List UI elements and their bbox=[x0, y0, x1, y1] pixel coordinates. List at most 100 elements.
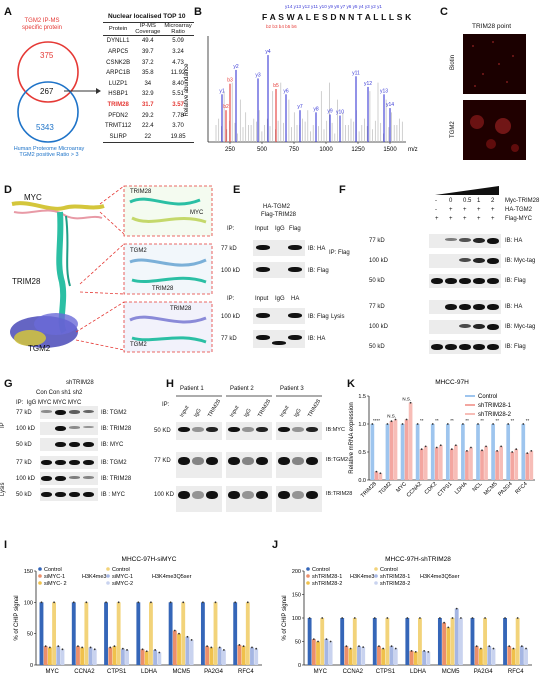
panel-d-label: D bbox=[4, 184, 12, 196]
y-ion-labels: y14 y13 y12 y11 y10 y9 y8 y7 y6 y5 y4 y3… bbox=[285, 4, 382, 9]
bar-point bbox=[234, 601, 237, 604]
g-band bbox=[83, 410, 94, 414]
legend-label: shTRIM28-2 bbox=[380, 581, 410, 587]
bar bbox=[136, 602, 141, 665]
bar-point bbox=[475, 645, 478, 648]
bar-point bbox=[89, 646, 92, 649]
bar bbox=[352, 618, 357, 665]
bar bbox=[357, 646, 361, 665]
g-band bbox=[69, 476, 80, 479]
panel-h-label: H bbox=[166, 378, 174, 390]
bar-point bbox=[158, 651, 161, 654]
bar bbox=[361, 647, 366, 665]
legend-marker bbox=[374, 567, 378, 571]
bar-point bbox=[182, 601, 185, 604]
f-ib: IB: Flag bbox=[505, 278, 526, 284]
h-head: Patient 1 Input IgG TRIM28 Patient 2 Input IgG… bbox=[150, 372, 345, 422]
g-band bbox=[55, 426, 66, 431]
bar-point bbox=[500, 445, 503, 448]
bar-point bbox=[496, 449, 499, 452]
x-tick-label: CCNA2 bbox=[406, 481, 423, 498]
significance-mark: ** bbox=[511, 418, 515, 423]
table-row: ARPC1B 35.8 11.92 bbox=[103, 68, 194, 79]
g-mw: 50 kD bbox=[16, 492, 32, 498]
bar-point bbox=[105, 601, 107, 604]
legend-marker bbox=[38, 581, 42, 585]
cell-coverage: 22 bbox=[133, 131, 163, 144]
g-sub: Con Con sh1 sh2 bbox=[36, 390, 83, 396]
bar bbox=[157, 652, 162, 665]
panel-b: B y14 y13 y12 y11 y10 y9 y8 y7 y6 y5 y4 … bbox=[180, 0, 420, 165]
bar bbox=[172, 630, 177, 665]
bar-point bbox=[462, 423, 464, 425]
e-blot2 bbox=[253, 262, 305, 278]
ion-peak-label: y11 bbox=[352, 70, 360, 76]
h-lane-label: TRIM28 bbox=[307, 398, 323, 419]
bar bbox=[348, 648, 353, 665]
cell-protein: DYNLL1 bbox=[106, 38, 130, 45]
bar-point bbox=[206, 645, 209, 648]
bar-point bbox=[507, 423, 510, 425]
bar bbox=[217, 647, 222, 665]
g-band bbox=[41, 410, 52, 413]
significance-mark: **** bbox=[373, 418, 380, 423]
h-band bbox=[228, 457, 240, 465]
h-band bbox=[228, 491, 240, 499]
bar bbox=[370, 424, 375, 480]
cell-protein: CSNK2B bbox=[106, 59, 131, 66]
condition-value: + bbox=[491, 216, 495, 222]
e-ib1: IB: HA bbox=[308, 246, 326, 252]
x-tick-label: 1250 bbox=[351, 147, 365, 153]
bar-point bbox=[525, 647, 527, 650]
bar-point bbox=[190, 639, 193, 641]
legend-marker bbox=[306, 567, 310, 571]
panel-a-label: A bbox=[4, 6, 12, 18]
g-blot bbox=[40, 472, 98, 485]
bar bbox=[328, 641, 333, 665]
f-band bbox=[459, 258, 471, 263]
bar-point bbox=[488, 645, 491, 648]
e-head1: HA-TGM2 bbox=[263, 204, 290, 210]
chart-title: MHCC-97H-siMYC bbox=[122, 556, 177, 563]
bar bbox=[521, 424, 526, 480]
x-tick-label: CCNA2 bbox=[74, 669, 95, 675]
bar bbox=[400, 424, 405, 480]
bar-point bbox=[214, 601, 217, 604]
f-band bbox=[459, 324, 471, 329]
bar bbox=[524, 648, 528, 665]
bar bbox=[495, 450, 499, 480]
condition-value: + bbox=[435, 216, 439, 222]
h-blot bbox=[176, 486, 222, 512]
g-band bbox=[83, 476, 94, 479]
peptide-sequence: F A S W A L E S D N N T A L L L S K bbox=[262, 12, 412, 22]
cell-coverage: 31.7 bbox=[141, 102, 154, 109]
table-row: TRIM28 31.7 3.57 bbox=[103, 100, 194, 111]
e-band bbox=[272, 341, 286, 345]
f-mw: 77 kD bbox=[369, 304, 385, 310]
condition-value: - bbox=[435, 198, 437, 204]
zoom3-trim28: TRIM28 bbox=[170, 306, 192, 312]
bar bbox=[344, 646, 349, 665]
g-band bbox=[55, 460, 66, 465]
y-tick-label: 150 bbox=[292, 593, 301, 599]
e-ib2: IB: Flag bbox=[308, 268, 329, 274]
e-band bbox=[288, 245, 302, 250]
bar bbox=[112, 646, 117, 665]
g-head: shTRIM28 bbox=[66, 380, 94, 386]
table-row: SLIRP 22 19.85 bbox=[103, 131, 194, 144]
bar bbox=[445, 424, 450, 480]
bar bbox=[510, 452, 515, 480]
h-blot bbox=[276, 422, 322, 440]
x-tick-label: MYC bbox=[395, 481, 408, 494]
cell-coverage: 22.4 bbox=[141, 123, 154, 130]
h-band bbox=[306, 491, 318, 499]
bar bbox=[316, 641, 320, 665]
bar bbox=[221, 649, 226, 665]
condition-value: + bbox=[477, 216, 481, 222]
bar-point bbox=[466, 449, 468, 452]
bar bbox=[92, 649, 97, 665]
cell-protein: SLIRP bbox=[103, 131, 134, 144]
bar bbox=[437, 618, 442, 665]
legend-label: siMYC-2 bbox=[112, 581, 133, 587]
x-tick-label: CTPS1 bbox=[107, 669, 127, 675]
